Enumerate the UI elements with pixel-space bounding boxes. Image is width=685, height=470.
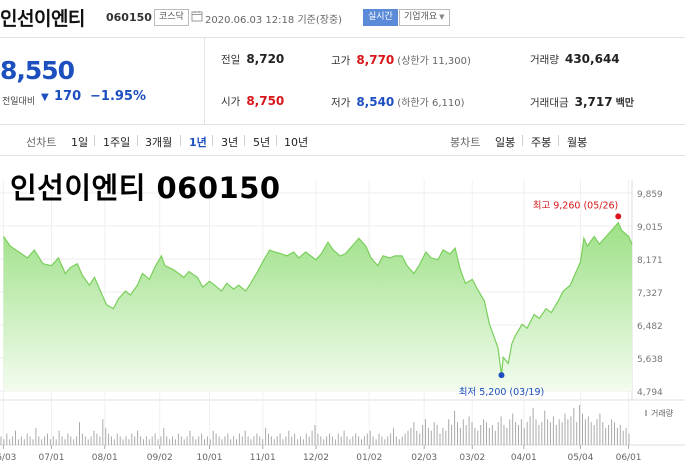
period-tabs: 선차트 1일 1주일 3개월 1년 3년 5년 10년 봉차트 일봉 주봉 월봉 <box>0 125 685 156</box>
high-value: 8,770 <box>356 53 395 67</box>
y-tick-label: 7,327 <box>637 289 663 299</box>
price-change-percent: −1.95% <box>90 89 146 104</box>
tab-monthly[interactable]: 월봉 <box>567 136 588 149</box>
company-overview-dropdown[interactable]: 기업개요 ▼ <box>399 9 450 26</box>
price-area <box>3 222 632 391</box>
lower-limit: (하한가 6,110) <box>397 98 465 109</box>
price-line <box>2 221 633 376</box>
open-value: 8,750 <box>246 94 285 108</box>
volume-label: 거래량 <box>530 54 559 66</box>
quote-divider <box>204 38 205 124</box>
y-tick-label: 4,794 <box>637 388 663 398</box>
trade-amount: 거래대금 3,717 백만 <box>530 94 634 110</box>
x-tick-label: 01/02 <box>356 453 382 463</box>
x-tick-label: 07/01 <box>39 453 65 463</box>
x-tick-label: 04/01 <box>511 453 537 463</box>
tab-1y[interactable]: 1년 <box>189 136 207 149</box>
x-tick-label: 03/02 <box>459 453 485 463</box>
candle-chart-label: 봉차트 <box>450 136 481 149</box>
price-chart: 9,859 9,015 8,171 7,327 6,482 5,638 4,794 최고 9… <box>0 180 685 463</box>
quote-basis: 기준(장중) <box>297 15 343 26</box>
x-tick-label: 11/01 <box>250 453 276 463</box>
current-price: 8,550 <box>0 56 75 85</box>
open-label: 시가 <box>221 96 241 108</box>
low-price: 저가 8,540 (하한가 6,110) <box>331 94 465 110</box>
tab-10y[interactable]: 10년 <box>284 136 309 149</box>
stock-name: 인선이엔티 <box>0 8 85 30</box>
x-tick-label: 09/02 <box>147 453 173 463</box>
trade-amount-unit: 백만 <box>615 98 635 109</box>
stock-code: 060150 <box>106 11 152 24</box>
tab-weekly[interactable]: 주봉 <box>531 136 552 149</box>
tab-3m[interactable]: 3개월 <box>145 136 173 149</box>
prev-close-value: 8,720 <box>246 52 285 66</box>
volume: 거래량 430,644 <box>530 52 620 67</box>
tab-daily[interactable]: 일봉 <box>495 136 516 149</box>
y-tick-label: 5,638 <box>637 355 663 365</box>
quote-bottom-divider <box>0 124 685 125</box>
trade-amount-label: 거래대금 <box>530 97 569 109</box>
quote-timestamp: 2020.06.03 12:18 기준(장중) <box>205 11 342 26</box>
high-annotation: 최고 9,260 (05/26) <box>533 200 619 211</box>
y-tick-label: 8,171 <box>637 256 663 266</box>
x-axis-ticks: 06/03 07/01 08/01 09/02 10/01 11/01 12/02 01/02… <box>0 445 642 463</box>
quote-datetime: 2020.06.03 12:18 <box>205 15 295 26</box>
prev-close-label: 전일 <box>221 54 241 66</box>
low-marker <box>498 372 505 379</box>
company-overview-label: 기업개요 <box>404 12 438 22</box>
low-value: 8,540 <box>356 95 395 109</box>
y-tick-label: 9,015 <box>637 223 663 233</box>
y-axis-ticks: 9,859 9,015 8,171 7,327 6,482 5,638 4,794 <box>637 190 663 398</box>
down-arrow-icon: ▼ <box>41 92 49 103</box>
low-label: 저가 <box>331 97 351 109</box>
price-change: 170 <box>54 89 82 104</box>
chevron-down-icon: ▼ <box>439 13 445 21</box>
x-tick-label: 02/03 <box>411 453 437 463</box>
upper-limit: (상한가 11,300) <box>397 56 471 67</box>
x-tick-label: 05/04 <box>568 453 594 463</box>
tab-3y[interactable]: 3년 <box>221 136 239 149</box>
open-price: 시가 8,750 <box>221 94 284 109</box>
x-tick-label: 08/01 <box>92 453 118 463</box>
stock-header: 인선이엔티 060150 코스닥 2020.06.03 12:18 기준(장중)… <box>0 0 685 38</box>
overlay-title: 인선이엔티 060150 <box>10 171 281 205</box>
y-tick-label: 6,482 <box>637 322 663 332</box>
volume-value: 430,644 <box>564 52 620 66</box>
market-badge: 코스닥 <box>154 9 189 26</box>
trade-amount-value: 3,717 <box>574 95 613 109</box>
high-label: 고가 <box>331 55 351 67</box>
x-tick-label: 06/01 <box>616 453 642 463</box>
low-annotation: 최저 5,200 (03/19) <box>459 387 545 398</box>
tab-1w[interactable]: 1주일 <box>103 136 131 149</box>
tab-1d[interactable]: 1일 <box>71 136 89 149</box>
realtime-button[interactable]: 실시간 <box>363 9 398 26</box>
x-tick-label: 12/02 <box>303 453 329 463</box>
high-marker <box>615 213 622 220</box>
change-label: 전일대비 <box>2 97 36 107</box>
y-tick-label: 9,859 <box>637 190 663 200</box>
x-tick-label: 10/01 <box>197 453 223 463</box>
line-chart-label: 선차트 <box>26 136 57 149</box>
tab-5y[interactable]: 5년 <box>253 136 271 149</box>
volume-bars <box>0 405 630 445</box>
x-tick-label: 06/03 <box>0 453 16 463</box>
chart-annotations: 최고 9,260 (05/26) 최저 5,200 (03/19) <box>459 200 622 398</box>
high-price: 고가 8,770 (상한가 11,300) <box>331 52 471 68</box>
prev-close: 전일 8,720 <box>221 52 284 67</box>
calendar-icon <box>191 11 203 22</box>
volume-legend: 거래량 <box>651 408 674 418</box>
